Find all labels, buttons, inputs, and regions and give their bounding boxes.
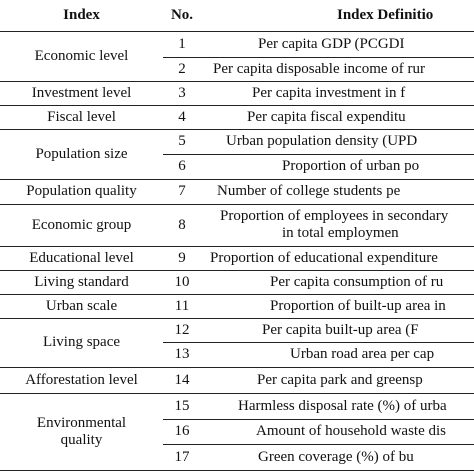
row-number: 16 [174,423,190,439]
index-name: Population size [35,145,128,162]
index-name: Economic group [31,216,132,233]
definition: Proportion of built-up area in [270,297,446,314]
row-rule [0,294,474,295]
index-name: Population quality [26,183,137,199]
definition: Proportion of employees in secondary in t… [220,204,448,246]
definition: Per capita GDP (PCGDI [258,36,405,52]
header-no: No. [170,6,194,23]
row-rule [0,129,474,130]
row-rule [0,105,474,106]
row-rule [0,318,474,319]
row-rule [0,81,474,82]
definition: Harmless disposal rate (%) of urba [238,397,447,414]
row-number: 15 [174,397,190,414]
definition: Green coverage (%) of bu [258,448,414,465]
index-name: Economic level [34,48,129,64]
definition: Urban road area per cap [290,346,435,362]
row-rule [163,444,474,445]
row-rule [0,204,474,205]
header-definition: Index Definitio [337,6,434,23]
row-number: 4 [178,108,186,125]
row-number: 11 [174,297,190,314]
index-name: Living space [42,334,121,350]
row-rule [0,367,474,368]
row-number: 17 [174,448,190,465]
row-number: 13 [174,346,190,362]
row-number: 5 [178,133,186,149]
row-number: 12 [174,321,190,338]
row-rule [0,246,474,247]
definition: Proportion of urban po [282,158,420,174]
definition: Amount of household waste dis [256,423,446,439]
definition: Proportion of educational expenditure [210,249,438,266]
row-number: 2 [178,60,186,77]
row-number: 14 [174,371,190,388]
index-name: Afforestation level [25,371,138,388]
index-name: Living standard [34,273,129,290]
row-number: 10 [174,273,190,290]
definition: Per capita fiscal expenditu [247,108,406,125]
definition: Per capita disposable income of rur [213,60,426,77]
row-number: 1 [178,36,186,52]
row-rule [0,179,474,180]
definition: Per capita investment in f [252,84,406,101]
row-rule [0,470,474,471]
row-rule [0,270,474,271]
index-name: Environmental quality [36,414,127,448]
index-name: Fiscal level [47,108,116,125]
definition-line: Proportion of employees in secondary [220,208,449,224]
row-rule [163,154,474,155]
index-name: Investment level [31,84,132,101]
row-rule [163,419,474,420]
row-number: 8 [178,216,186,233]
definition: Urban population density (UPD [226,133,418,149]
definition: Per capita consumption of ru [270,273,444,290]
index-name: Urban scale [45,297,118,314]
definition: Number of college students pe [217,183,401,199]
row-rule [163,57,474,58]
index-name: Educational level [29,249,134,266]
row-rule [0,393,474,394]
row-number: 6 [178,158,186,174]
row-number: 7 [178,183,186,199]
row-rule [163,342,474,343]
row-number: 9 [178,249,186,266]
definition: Per capita built-up area (F [262,321,419,338]
row-number: 3 [178,84,186,101]
definition: Per capita park and greensp [257,371,423,388]
definition-line: in total employmen [282,225,399,241]
header-index: Index [63,6,100,23]
header-rule [0,31,474,32]
